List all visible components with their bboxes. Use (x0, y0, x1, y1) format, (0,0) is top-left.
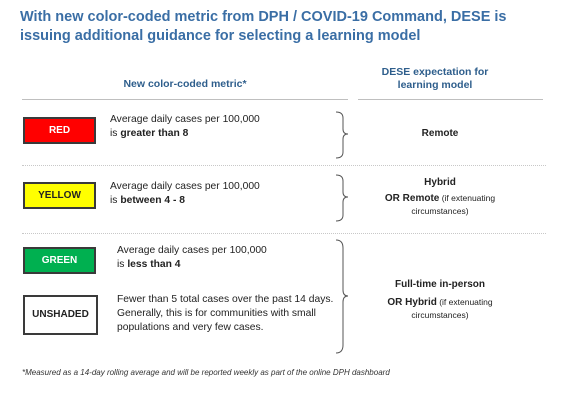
footnote: *Measured as a 14-day rolling average an… (22, 368, 390, 377)
unshaded-description: Fewer than 5 total cases over the past 1… (117, 294, 334, 333)
green-unshaded-expectation-alt-label: OR Hybrid (387, 297, 437, 308)
green-badge: GREEN (23, 247, 96, 274)
right-column-header: DESE expectation for learning model (381, 66, 489, 91)
yellow-brace (335, 174, 349, 222)
green-unshaded-expectation: Full-time in-person OR Hybrid (if extenu… (370, 278, 510, 322)
red-brace (335, 111, 349, 159)
green-desc-text: Average daily cases per 100,000 is (117, 245, 267, 270)
right-header-underline (358, 99, 543, 100)
red-badge: RED (23, 117, 96, 144)
green-unshaded-brace (335, 239, 349, 354)
green-unshaded-expectation-primary: Full-time in-person (395, 279, 485, 290)
unshaded-badge: UNSHADED (23, 295, 98, 335)
yellow-expectation-primary: Hybrid (424, 177, 456, 188)
red-desc-text: Average daily cases per 100,000 is (110, 114, 260, 139)
divider-1 (22, 165, 546, 166)
left-header-underline (22, 99, 348, 100)
green-description: Average daily cases per 100,000 is less … (117, 244, 277, 272)
red-expectation-text: Remote (421, 128, 459, 139)
yellow-badge: YELLOW (23, 182, 96, 209)
green-unshaded-expectation-alt-note: (if extenuating circumstances) (411, 297, 493, 320)
yellow-expectation-alt-label: OR Remote (384, 193, 440, 204)
yellow-desc-text: Average daily cases per 100,000 is (110, 181, 260, 206)
yellow-desc-threshold: between 4 - 8 (120, 195, 185, 206)
green-unshaded-expectation-alt: OR Hybrid (if extenuating circumstances) (370, 296, 510, 322)
left-column-header: New color-coded metric* (123, 78, 247, 90)
yellow-description: Average daily cases per 100,000 is betwe… (110, 180, 270, 208)
red-description: Average daily cases per 100,000 is great… (110, 113, 260, 141)
green-desc-threshold: less than 4 (127, 259, 181, 270)
yellow-expectation-alt-note: (if extenuating circumstances) (411, 193, 496, 216)
slide-title: With new color-coded metric from DPH / C… (20, 9, 507, 44)
yellow-expectation-alt: OR Remote (if extenuating circumstances) (375, 192, 505, 218)
red-expectation: Remote (370, 127, 510, 140)
divider-2 (22, 233, 546, 234)
yellow-expectation: Hybrid OR Remote (if extenuating circums… (375, 176, 505, 218)
red-desc-threshold: greater than 8 (120, 128, 189, 139)
